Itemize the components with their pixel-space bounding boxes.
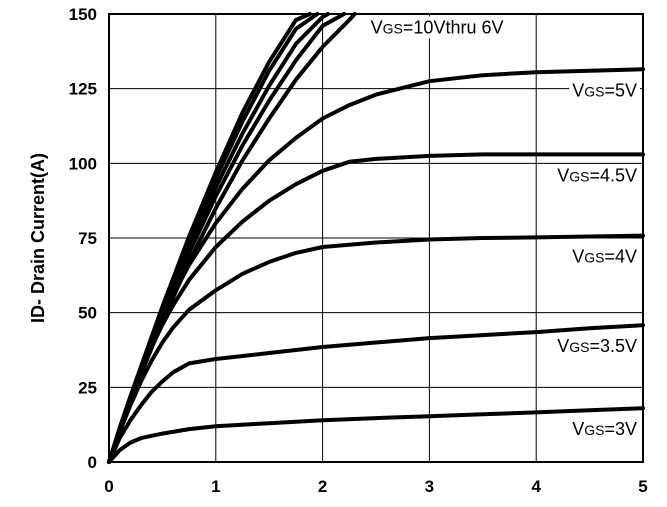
curve-labels: VGS=3VVGS=3.5VVGS=4VVGS=4.5VVGS=5VVGS=10… (367, 16, 640, 441)
x-tick-label: 2 (318, 477, 327, 496)
x-tick-label: 1 (211, 477, 220, 496)
series-label-subscript: GS (569, 339, 589, 355)
series-label-v: V (557, 165, 569, 185)
x-tick-label: 5 (638, 477, 647, 496)
series-label-v: V (371, 17, 383, 37)
series-label-value: =3.5V (589, 336, 637, 356)
series-label-3: VGS=4.5V (557, 165, 637, 185)
series-label-v: V (572, 419, 584, 439)
series-label-subscript: GS (584, 250, 604, 266)
series-line-9 (107, 12, 312, 464)
series-label-subscript: GS (584, 83, 604, 99)
x-tick-label: 4 (531, 477, 541, 496)
y-tick-label: 50 (78, 304, 97, 323)
series-label-2: VGS=4V (572, 247, 637, 267)
series-label-background (569, 245, 640, 268)
series-label-4: VGS=5V (572, 80, 637, 100)
series-label-background (367, 16, 507, 39)
x-tick-label: 0 (104, 477, 113, 496)
series-label-value: =5V (604, 80, 637, 100)
series-label-value: =4.5V (589, 165, 637, 185)
series-label-v: V (572, 80, 584, 100)
y-axis-label: ID- Drain Current(A) (28, 153, 48, 323)
series-label-value: =10Vthru 6V (403, 17, 504, 37)
series-label-v: V (572, 247, 584, 267)
y-tick-label: 125 (69, 80, 97, 99)
series-line-2 (107, 233, 645, 464)
y-tick-label: 75 (78, 229, 97, 248)
series-label-1: VGS=3.5V (557, 336, 637, 356)
series-label-subscript: GS (584, 422, 604, 438)
series-line-0 (107, 406, 645, 464)
plot-frame (108, 13, 644, 463)
series-label-v: V (557, 336, 569, 356)
series-label-subscript: GS (569, 168, 589, 184)
x-tick-label: 3 (425, 477, 434, 496)
series-label-5: VGS=10Vthru 6V (371, 17, 504, 37)
series-label-0: VGS=3V (572, 419, 637, 439)
series-label-subscript: GS (383, 20, 403, 36)
y-tick-label: 25 (78, 378, 97, 397)
series-label-background (569, 418, 640, 441)
y-tick-label: 100 (69, 154, 97, 173)
y-tick-label: 150 (69, 5, 97, 24)
series-line-1 (107, 323, 645, 464)
series-label-value: =3V (604, 419, 637, 439)
series-label-background (554, 164, 640, 187)
curves (107, 12, 645, 464)
series-label-background (554, 335, 640, 358)
series-label-background (569, 79, 640, 102)
series-label-value: =4V (604, 247, 637, 267)
y-tick-label: 0 (88, 453, 97, 472)
